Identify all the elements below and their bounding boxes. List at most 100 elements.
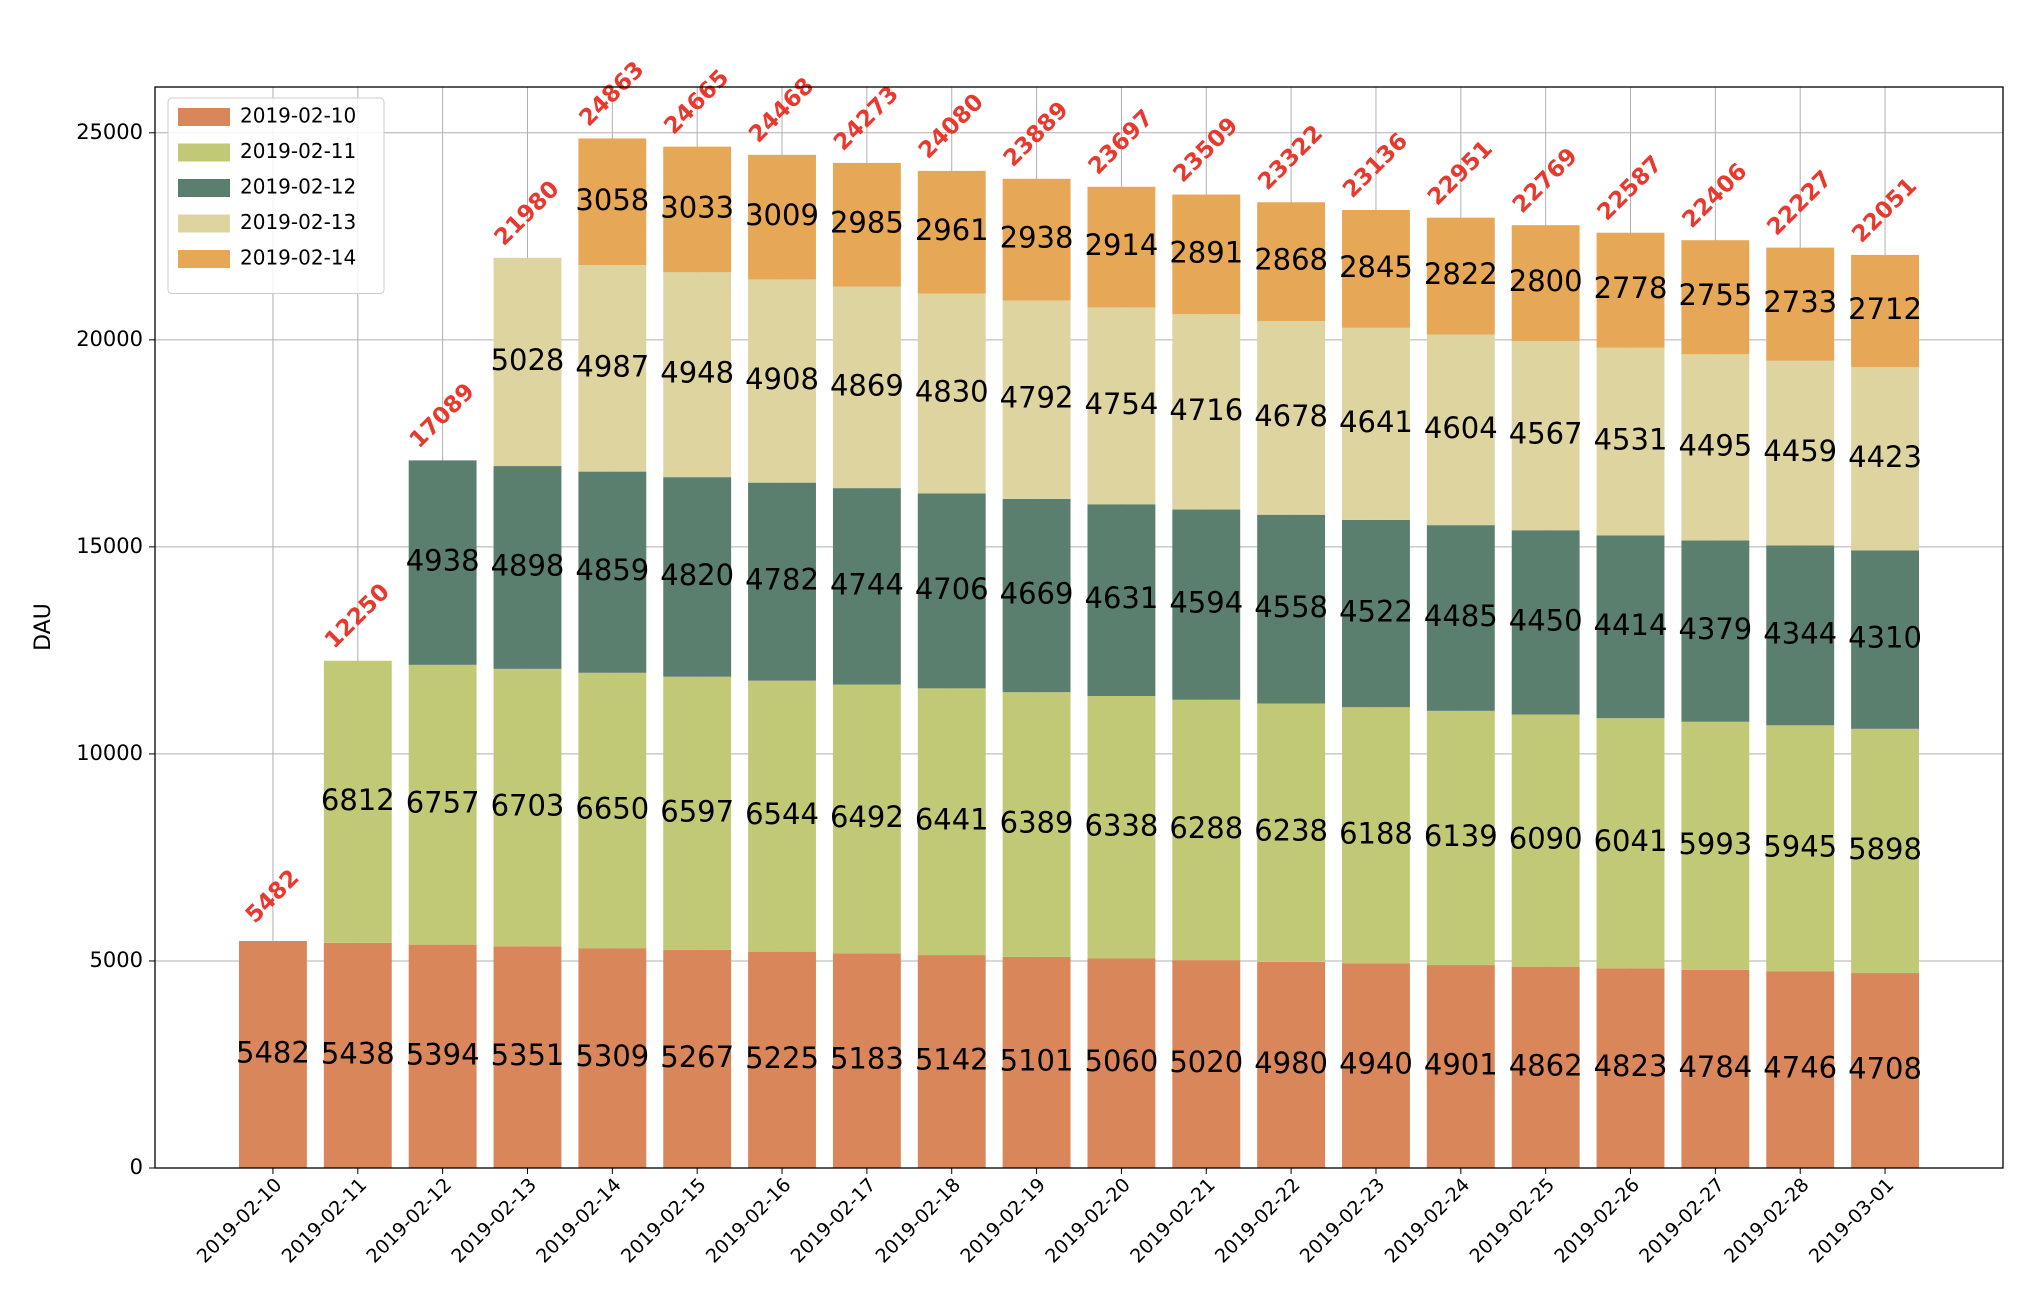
data-label: 5993: [1678, 827, 1752, 861]
bar-segment: [1002, 498, 1071, 693]
bar-segment: [239, 941, 307, 1168]
x-tick-label: 2019-03-01: [1805, 1174, 1899, 1268]
data-label: 5183: [830, 1042, 904, 1076]
data-label: 4938: [406, 544, 480, 578]
data-label: 4820: [660, 558, 734, 592]
data-label: 2845: [1339, 250, 1413, 284]
legend-swatch: [178, 179, 230, 197]
bar-segment: [917, 493, 986, 689]
bar-segment: [663, 949, 732, 1168]
bar-segment: [1511, 225, 1580, 342]
data-label: 5394: [406, 1037, 480, 1071]
y-tick-label: 15000: [76, 534, 143, 558]
bar-segment: [578, 471, 647, 673]
x-tick-label: 2019-02-10: [193, 1174, 287, 1268]
data-label: 5142: [915, 1043, 989, 1077]
bar-segment: [1087, 958, 1156, 1168]
bar-segment: [748, 680, 816, 952]
bar-segment: [1172, 194, 1241, 315]
x-tick-label: 2019-02-24: [1381, 1174, 1475, 1268]
bar-segment: [1426, 217, 1495, 335]
bar-segment: [748, 482, 816, 681]
bar-segment: [1681, 969, 1750, 1168]
bar-segment: [1002, 178, 1071, 301]
data-label: 4485: [1424, 599, 1498, 633]
x-tick-label: 2019-02-22: [1211, 1174, 1305, 1268]
data-label: 4604: [1424, 411, 1498, 445]
x-tick-label: 2019-02-26: [1550, 1174, 1644, 1268]
bar-segment: [1596, 718, 1665, 969]
data-label: 5351: [491, 1038, 565, 1072]
bar-segment: [832, 953, 901, 1168]
bar-segment: [1511, 530, 1580, 715]
data-label: 4594: [1169, 586, 1243, 620]
data-label: 6041: [1594, 824, 1668, 858]
data-label: 2868: [1254, 243, 1328, 277]
bar-segment: [578, 948, 647, 1168]
y-tick-label: 5000: [90, 948, 143, 972]
data-label: 2891: [1169, 235, 1243, 269]
data-label: 6389: [1000, 805, 1074, 839]
legend-label: 2019-02-13: [240, 210, 356, 234]
legend-swatch: [178, 250, 230, 268]
data-label: 6812: [321, 783, 395, 817]
data-label: 4716: [1169, 393, 1243, 427]
bar-segment: [1087, 696, 1156, 959]
data-label: 4558: [1254, 590, 1328, 624]
bar-segment: [1087, 307, 1156, 505]
data-label: 4531: [1594, 423, 1668, 457]
y-axis-label: DAU: [31, 603, 56, 651]
bar-segment: [748, 154, 816, 280]
bar-segment: [1596, 347, 1665, 536]
bar-segment: [663, 272, 732, 478]
data-label: 6650: [575, 791, 649, 825]
data-label: 5225: [745, 1041, 819, 1075]
bar-segment: [1596, 232, 1665, 348]
data-label: 4782: [745, 563, 819, 597]
y-tick-label: 25000: [76, 120, 143, 144]
data-label: 5482: [236, 1036, 310, 1070]
data-label: 6441: [915, 803, 989, 837]
bar-segment: [1002, 300, 1071, 499]
x-tick-label: 2019-02-18: [872, 1174, 966, 1268]
data-label: 4908: [745, 362, 819, 396]
data-label: 5060: [1085, 1044, 1159, 1078]
bar-segment: [578, 672, 647, 949]
bar-segment: [1342, 327, 1410, 520]
data-label: 4869: [830, 368, 904, 402]
bar-segment: [1511, 714, 1580, 967]
legend-label: 2019-02-10: [240, 104, 356, 128]
bar-segment: [1766, 360, 1835, 546]
bar-segment: [917, 170, 986, 294]
bar-segment: [408, 944, 477, 1168]
bar-segment: [1851, 973, 1919, 1168]
data-label: 5020: [1169, 1045, 1243, 1079]
data-label: 5101: [1000, 1043, 1074, 1077]
y-tick-label: 10000: [76, 741, 143, 765]
data-label: 6492: [830, 800, 904, 834]
data-label: 4744: [830, 567, 904, 601]
bar-segment: [1596, 535, 1665, 719]
data-label: 4344: [1763, 616, 1837, 650]
data-label: 4414: [1594, 608, 1668, 642]
bar-segment: [493, 257, 562, 467]
data-label: 2938: [1000, 221, 1074, 255]
bar-segment: [493, 946, 562, 1168]
data-label: 4669: [1000, 577, 1074, 611]
data-label: 2822: [1424, 257, 1498, 291]
data-label: 4746: [1763, 1051, 1837, 1085]
bar-segment: [1851, 550, 1919, 729]
data-label: 2778: [1594, 271, 1668, 305]
x-tick-label: 2019-02-20: [1041, 1174, 1135, 1268]
bar-segment: [832, 286, 901, 489]
data-label: 4708: [1848, 1052, 1922, 1086]
data-label: 6238: [1254, 814, 1328, 848]
bar-segment: [493, 466, 562, 669]
data-label: 6757: [406, 786, 480, 820]
data-label: 4459: [1763, 434, 1837, 468]
bar-segment: [1426, 525, 1495, 711]
data-label: 3033: [660, 190, 734, 224]
bar-segment: [1766, 971, 1835, 1168]
bar-segment: [1681, 240, 1750, 355]
data-label: 2733: [1763, 285, 1837, 319]
